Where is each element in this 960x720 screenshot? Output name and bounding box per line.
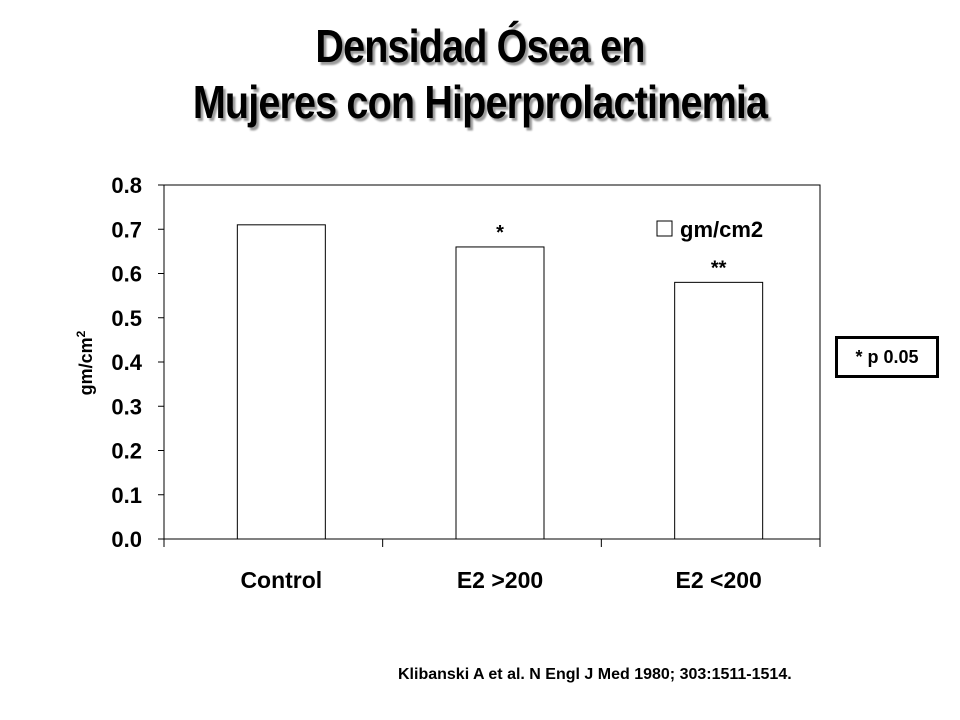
x-tick-label: E2 >200	[457, 567, 543, 593]
x-tick-label: Control	[240, 567, 322, 593]
legend-swatch	[656, 220, 673, 237]
y-tick-label: 0.7	[111, 217, 142, 242]
page-title: Densidad Ósea en Mujeres con Hiperprolac…	[0, 18, 960, 130]
bar-3	[674, 281, 764, 540]
title-line-2: Mujeres con Hiperprolactinemia	[192, 76, 768, 128]
y-tick-label: 0.5	[111, 306, 142, 331]
y-tick-label: 0.6	[111, 262, 142, 287]
y-tick-label: 0.8	[111, 173, 142, 198]
significance-note: * p 0.05	[835, 336, 939, 378]
legend-label: gm/cm2	[680, 217, 763, 242]
bar-2	[455, 246, 545, 540]
title-line-1: Densidad Ósea en	[315, 20, 645, 72]
y-axis-label: gm/cm2	[74, 330, 96, 395]
bar-1	[236, 224, 326, 540]
significance-marker: **	[711, 257, 727, 279]
significance-marker: *	[496, 222, 504, 244]
x-tick-label: E2 <200	[675, 567, 761, 593]
citation: Klibanski A et al. N Engl J Med 1980; 30…	[398, 666, 792, 683]
y-tick-label: 0.1	[111, 483, 142, 508]
y-tick-label: 0.4	[111, 350, 142, 375]
y-tick-label: 0.2	[111, 439, 142, 464]
y-tick-label: 0.0	[111, 527, 142, 552]
y-tick-label: 0.3	[111, 394, 142, 419]
